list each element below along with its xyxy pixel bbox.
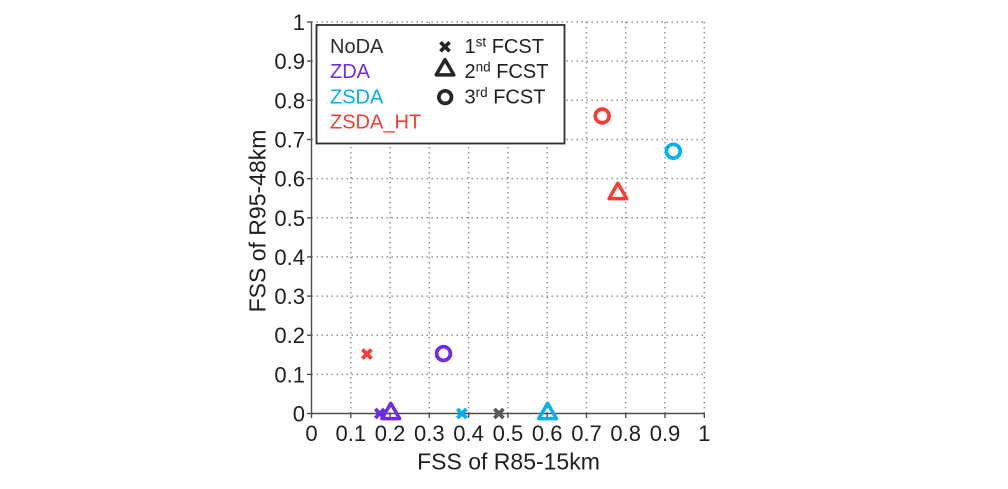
svg-text:0.1: 0.1: [274, 362, 305, 387]
svg-text:0.7: 0.7: [274, 128, 305, 153]
svg-text:0: 0: [293, 402, 305, 427]
svg-text:0.2: 0.2: [274, 323, 305, 348]
svg-text:0.7: 0.7: [571, 421, 602, 446]
svg-text:0.9: 0.9: [650, 421, 681, 446]
svg-text:0: 0: [305, 421, 317, 446]
svg-text:0.3: 0.3: [274, 284, 305, 309]
svg-text:FSS of R95-48km: FSS of R95-48km: [245, 130, 271, 313]
svg-text:0.1: 0.1: [336, 421, 367, 446]
svg-text:0.6: 0.6: [274, 167, 305, 192]
svg-text:0.4: 0.4: [274, 245, 305, 270]
svg-text:ZDA: ZDA: [330, 61, 371, 83]
svg-text:1: 1: [698, 421, 710, 446]
svg-text:ZSDA_HT: ZSDA_HT: [330, 112, 421, 134]
svg-text:1: 1: [293, 10, 305, 35]
svg-text:0.8: 0.8: [274, 88, 305, 113]
svg-text:NoDA: NoDA: [330, 36, 384, 58]
svg-text:0.5: 0.5: [493, 421, 524, 446]
svg-text:0.9: 0.9: [274, 49, 305, 74]
svg-text:FSS of R85-15km: FSS of R85-15km: [417, 449, 600, 475]
svg-text:0.4: 0.4: [453, 421, 484, 446]
svg-text:ZSDA: ZSDA: [330, 86, 384, 108]
svg-text:0.3: 0.3: [414, 421, 445, 446]
svg-text:0.5: 0.5: [274, 206, 305, 231]
svg-text:0.6: 0.6: [532, 421, 563, 446]
svg-text:0.8: 0.8: [610, 421, 641, 446]
svg-text:0.2: 0.2: [375, 421, 406, 446]
